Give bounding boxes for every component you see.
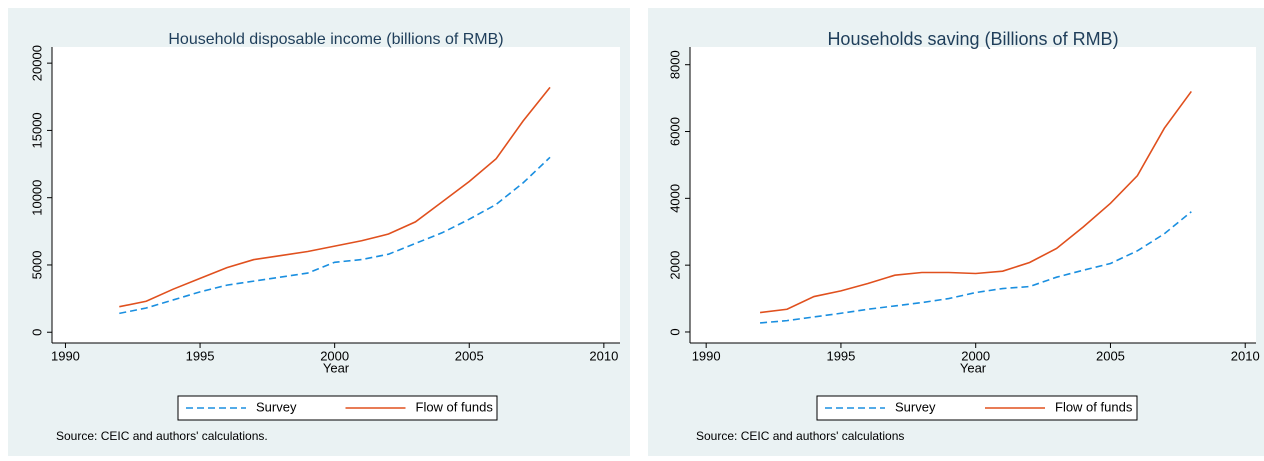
y-tick-label: 8000: [667, 50, 682, 79]
series-line: [760, 211, 1192, 324]
y-tick-label: 15000: [29, 112, 44, 148]
x-tick-label: 2000: [320, 348, 349, 363]
source-note: Source: CEIC and authors' calculations: [696, 429, 904, 443]
y-tick-label: 6000: [667, 117, 682, 146]
y-tick-label: 5000: [29, 251, 44, 280]
chart-title: Households saving (Billions of RMB): [827, 29, 1118, 49]
y-tick-label: 20000: [29, 45, 44, 81]
x-tick-label: 2010: [589, 348, 618, 363]
plot-area: [690, 47, 1256, 343]
x-tick-label: 2010: [1231, 348, 1260, 363]
x-tick-label: 2005: [1096, 348, 1125, 363]
x-tick-label: 1995: [186, 348, 215, 363]
chart-title: Household disposable income (billions of…: [168, 31, 503, 48]
legend-label: Survey: [256, 399, 297, 414]
y-tick-label: 10000: [29, 180, 44, 216]
x-tick-label: 1990: [692, 348, 721, 363]
x-axis-label: Year: [960, 360, 987, 375]
y-tick-label: 0: [29, 329, 44, 336]
legend-label: Flow of funds: [1055, 399, 1133, 414]
y-tick-label: 2000: [667, 251, 682, 280]
series-line: [119, 156, 551, 315]
x-tick-label: 2005: [455, 348, 484, 363]
x-axis-label: Year: [323, 360, 350, 375]
x-tick-label: 2000: [961, 348, 990, 363]
y-tick-label: 0: [667, 328, 682, 335]
series-line: [119, 86, 551, 308]
plot-area: [52, 47, 620, 343]
y-tick-label: 4000: [667, 184, 682, 213]
source-note: Source: CEIC and authors' calculations.: [56, 429, 268, 443]
series-line: [759, 90, 1192, 314]
x-tick-label: 1990: [51, 348, 80, 363]
legend-label: Flow of funds: [416, 399, 494, 414]
legend-label: Survey: [895, 399, 936, 414]
x-tick-label: 1995: [826, 348, 855, 363]
